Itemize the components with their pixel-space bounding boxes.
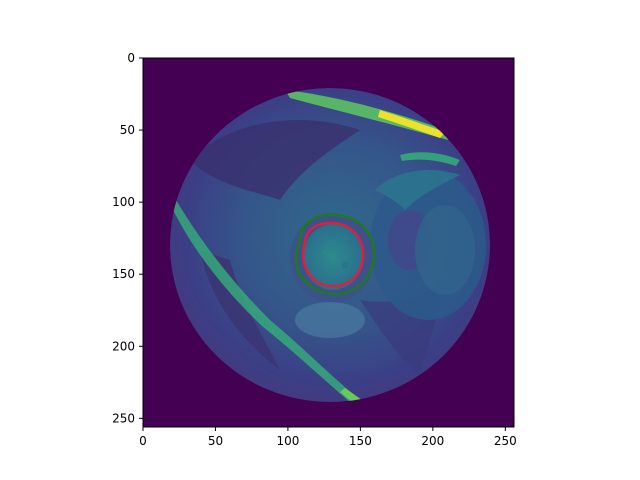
y-tick-label: 250 xyxy=(112,411,135,425)
x-tick-label: 250 xyxy=(494,434,517,448)
y-tick-label: 100 xyxy=(112,195,135,209)
x-tick-label: 200 xyxy=(421,434,444,448)
epicardium-contour xyxy=(295,213,376,296)
image-panel xyxy=(143,58,514,427)
x-tick-label: 50 xyxy=(208,434,223,448)
y-tick-label: 150 xyxy=(112,267,135,281)
y-tick-label: 200 xyxy=(112,339,135,353)
y-tick-label: 0 xyxy=(127,51,135,65)
left-ventricle-blood-pool xyxy=(303,224,363,290)
y-tick-label: 50 xyxy=(120,123,135,137)
x-tick-label: 150 xyxy=(349,434,372,448)
x-axis: 0 50 100 150 200 250 xyxy=(139,427,517,448)
x-tick-label: 100 xyxy=(276,434,299,448)
axes-frame xyxy=(142,57,515,428)
endocardium-contour xyxy=(301,221,365,288)
y-axis: 0 50 100 150 200 250 xyxy=(112,51,143,425)
x-tick-label: 0 xyxy=(139,434,147,448)
